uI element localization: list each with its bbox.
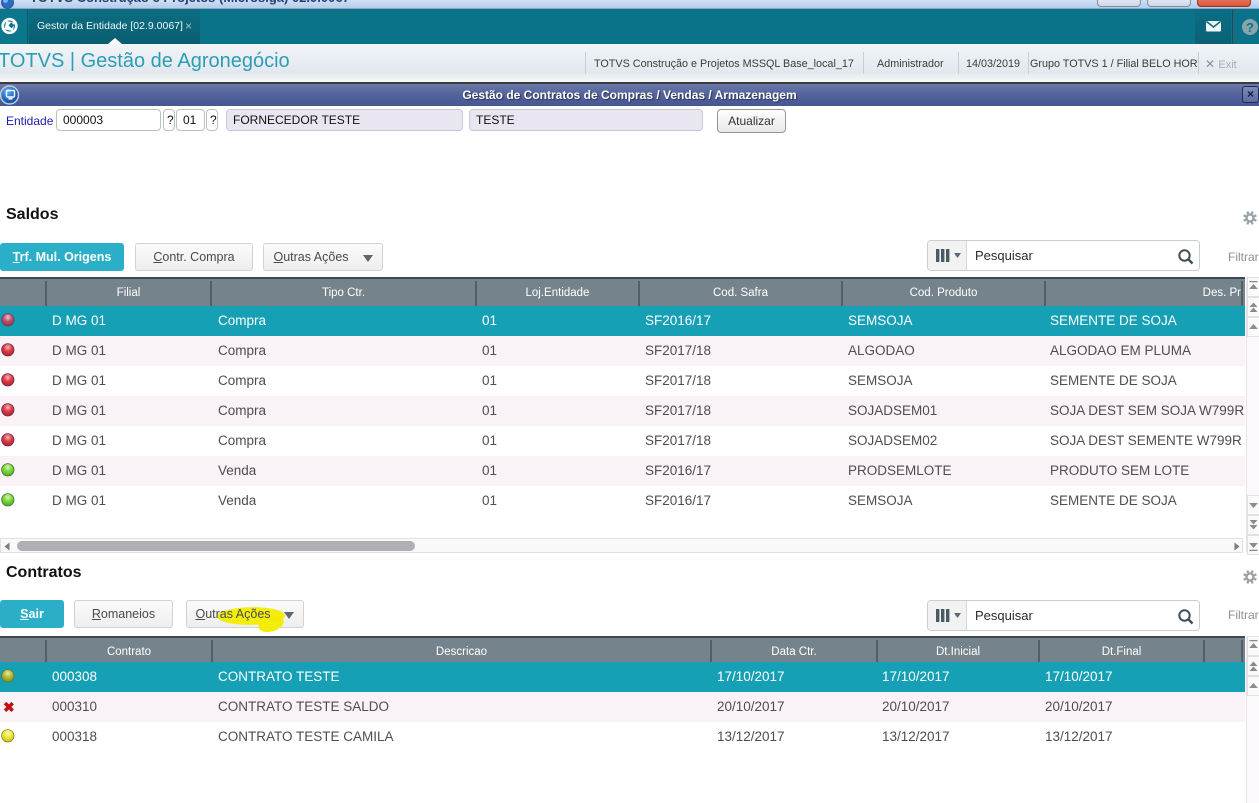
svg-text:?: ?	[1246, 20, 1254, 35]
